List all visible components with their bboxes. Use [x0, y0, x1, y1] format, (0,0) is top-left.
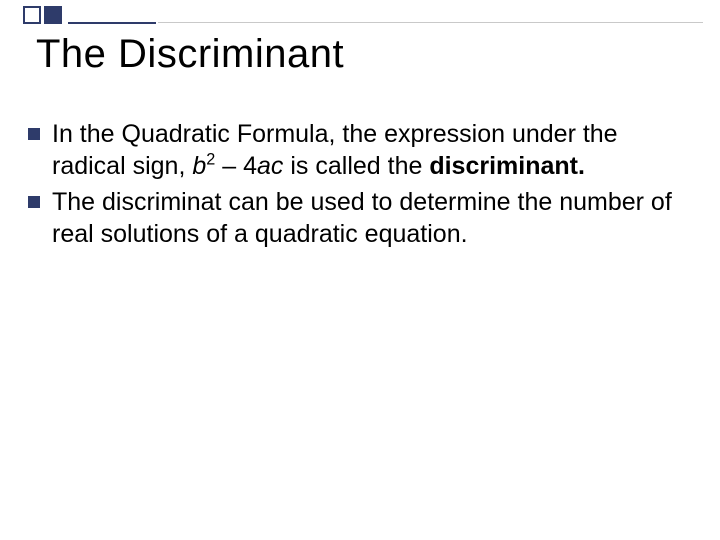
bold-term: discriminant.	[429, 152, 585, 180]
slide-title: The Discriminant	[36, 32, 344, 77]
math-sup: 2	[206, 151, 215, 169]
bullet-text: In the Quadratic Formula, the expression…	[52, 118, 688, 182]
math-var: ac	[257, 152, 283, 180]
list-item: The discriminat can be used to determine…	[28, 186, 688, 250]
text-span: – 4	[215, 152, 257, 180]
bullet-icon	[28, 196, 40, 208]
decor-square-outline	[23, 6, 41, 24]
bullet-icon	[28, 128, 40, 140]
decor-square-solid	[44, 6, 62, 24]
slide-body: In the Quadratic Formula, the expression…	[28, 118, 688, 254]
decor-line-accent	[68, 22, 156, 24]
list-item: In the Quadratic Formula, the expression…	[28, 118, 688, 182]
math-var: b	[192, 152, 206, 180]
bullet-text: The discriminat can be used to determine…	[52, 186, 688, 250]
decor-line-gray	[158, 22, 703, 23]
header-decoration	[0, 0, 720, 30]
text-span: is called the	[283, 152, 429, 180]
